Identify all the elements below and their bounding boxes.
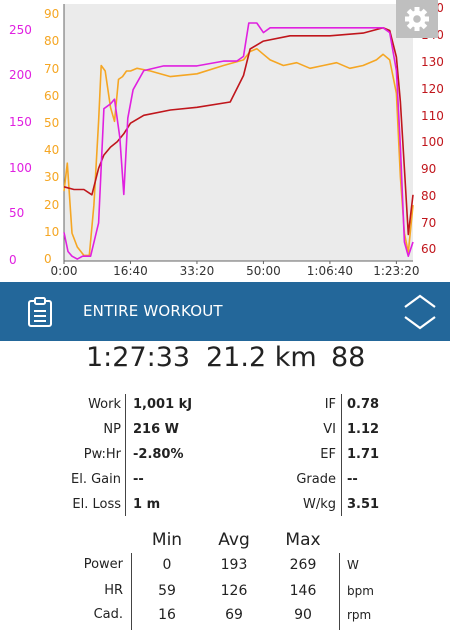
y-tick-label-cadence: 40 <box>44 143 59 157</box>
y-tick-label-cadence: 90 <box>44 7 59 21</box>
y-tick-label-hr: 100 <box>421 135 444 149</box>
divider <box>131 553 132 630</box>
y-tick-label-cadence: 60 <box>44 89 59 103</box>
stat-label: VI <box>323 422 336 437</box>
y-tick-label-hr: 60 <box>421 242 436 256</box>
y-tick-label-cadence: 70 <box>44 62 59 76</box>
table-cell-min: 0 <box>162 557 172 573</box>
y-tick-label-power: 150 <box>9 115 32 129</box>
x-tick-label: 1:23:20 <box>373 264 419 278</box>
divider <box>341 394 342 516</box>
y-tick-label-cadence: 20 <box>44 198 59 212</box>
table-row-label: Power <box>83 557 123 572</box>
table-cell-avg: 193 <box>220 557 248 573</box>
y-tick-label-power: 250 <box>9 23 32 37</box>
y-tick-label-power: 200 <box>9 68 32 82</box>
stat-value: 0.78 <box>347 397 380 412</box>
stat-value: 1.71 <box>347 447 380 462</box>
stat-label: Work <box>88 397 121 412</box>
workout-chart[interactable]: 2502001501005009080706050403020100150140… <box>0 0 450 282</box>
gear-icon <box>405 7 429 31</box>
segment-header[interactable]: ENTIRE WORKOUT <box>0 282 450 341</box>
series-line-hr <box>63 26 414 236</box>
table-row-label: Cad. <box>93 607 123 622</box>
table-cell-min: 59 <box>158 583 176 599</box>
table-header: Min <box>151 530 183 550</box>
table-cell-avg: 69 <box>225 607 243 623</box>
y-tick-label-cadence: 10 <box>44 225 59 239</box>
stat-label: Grade <box>296 472 336 487</box>
tss-value: 88 <box>331 342 366 373</box>
stat-value: 3.51 <box>347 497 380 512</box>
plot-area <box>64 4 413 261</box>
y-tick-label-power: 0 <box>9 253 17 267</box>
table-unit: W <box>347 558 359 572</box>
divider <box>125 394 126 516</box>
table-cell-max: 269 <box>289 557 317 573</box>
segment-title: ENTIRE WORKOUT <box>83 302 223 320</box>
y-tick-label-hr: 80 <box>421 189 436 203</box>
total-distance: 21.2 km <box>206 342 317 373</box>
stat-label: Pw:Hr <box>83 447 121 462</box>
stat-value: 216 W <box>133 422 180 437</box>
y-tick-label-hr: 130 <box>421 55 444 69</box>
stat-value: 1 m <box>133 497 161 512</box>
series-line-power <box>63 22 414 260</box>
table-row-label: HR <box>104 583 123 598</box>
stat-label: NP <box>103 422 121 437</box>
y-tick-label-cadence: 0 <box>44 252 52 266</box>
x-tick-label: 0:00 <box>51 264 78 278</box>
table-cell-max: 146 <box>289 583 317 599</box>
stat-value: -2.80% <box>133 447 184 462</box>
table-cell-max: 90 <box>294 607 312 623</box>
settings-button[interactable] <box>396 0 438 38</box>
stat-label: IF <box>324 397 336 412</box>
y-tick-label-cadence: 30 <box>44 170 59 184</box>
y-tick-label-hr: 70 <box>421 216 436 230</box>
stat-label: W/kg <box>302 497 336 512</box>
chevron-up-down-icon[interactable] <box>402 292 438 332</box>
clipboard-icon[interactable] <box>27 297 53 327</box>
table-cell-min: 16 <box>158 607 176 623</box>
y-tick-label-cadence: 50 <box>44 116 59 130</box>
table-unit: rpm <box>347 608 372 622</box>
table-header: Avg <box>218 530 250 550</box>
x-tick-label: 33:20 <box>180 264 215 278</box>
table-header: Max <box>285 530 321 550</box>
x-tick-label: 1:06:40 <box>307 264 353 278</box>
stat-label: El. Gain <box>71 472 121 487</box>
y-tick-label-hr: 90 <box>421 162 436 176</box>
series-line-cadence <box>63 47 414 257</box>
stat-value: 1.12 <box>347 422 380 437</box>
stat-value: 1,001 kJ <box>133 397 193 412</box>
stat-label: EF <box>320 447 336 462</box>
total-time: 1:27:33 <box>86 342 191 373</box>
y-tick-label-cadence: 80 <box>44 34 59 48</box>
y-tick-label-power: 50 <box>9 206 24 220</box>
x-tick-label: 50:00 <box>246 264 281 278</box>
divider <box>339 553 340 630</box>
y-tick-label-power: 100 <box>9 161 32 175</box>
stat-value: -- <box>347 472 358 487</box>
y-tick-label-hr: 110 <box>421 109 444 123</box>
table-cell-avg: 126 <box>220 583 248 599</box>
x-tick-label: 16:40 <box>113 264 148 278</box>
y-tick-label-hr: 120 <box>421 82 444 96</box>
table-unit: bpm <box>347 584 374 598</box>
stat-value: -- <box>133 472 144 487</box>
stat-label: El. Loss <box>72 497 121 512</box>
